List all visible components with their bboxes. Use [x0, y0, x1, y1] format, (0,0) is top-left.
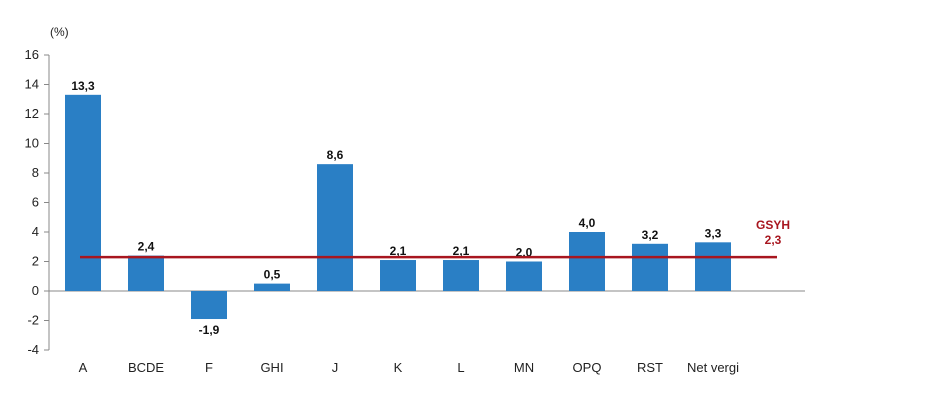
- category-label: OPQ: [573, 360, 602, 375]
- category-label: L: [457, 360, 464, 375]
- y-tick-label: 8: [32, 165, 39, 180]
- bar-mn: [506, 261, 542, 291]
- bar-rst: [632, 243, 668, 291]
- reference-line-value: 2,3: [765, 233, 782, 247]
- data-label: 2,1: [390, 244, 407, 258]
- category-label: BCDE: [128, 360, 164, 375]
- reference-line-name: GSYH: [756, 218, 790, 232]
- bar-l: [443, 260, 479, 291]
- y-tick-label: 14: [25, 77, 39, 92]
- bar-j: [317, 164, 353, 291]
- y-tick-label: 12: [25, 106, 39, 121]
- bars-group: [65, 94, 731, 320]
- data-label: 3,2: [642, 228, 659, 242]
- category-label: J: [332, 360, 339, 375]
- data-label: 4,0: [579, 216, 596, 230]
- bar-ghi: [254, 283, 290, 291]
- category-label: MN: [514, 360, 534, 375]
- category-label: F: [205, 360, 213, 375]
- bar-k: [380, 260, 416, 291]
- data-labels-group: 13,32,4-1,90,58,62,1 2,1 2,04,03,2 3,3: [71, 79, 721, 337]
- data-label: 0,5: [264, 268, 281, 282]
- bar-f: [191, 291, 227, 320]
- y-tick-label: -2: [27, 313, 39, 328]
- category-label: Net vergi: [687, 360, 739, 375]
- y-tick-label: 2: [32, 254, 39, 269]
- data-label: 2,1: [453, 244, 470, 258]
- data-label: -1,9: [199, 323, 220, 337]
- bar-net-vergi: [695, 242, 731, 291]
- category-label: GHI: [260, 360, 283, 375]
- data-label: 2,4: [138, 240, 155, 254]
- category-labels-group: A BCDE F GHI J K L MN OPQ RST Net vergi: [79, 360, 739, 375]
- y-tick-label: 10: [25, 136, 39, 151]
- data-label: 3,3: [705, 226, 722, 240]
- y-axis-ticks: -4 -2 0 2 4 6 8 10 12 14 16: [25, 47, 49, 357]
- bar-opq: [569, 232, 605, 291]
- category-label: RST: [637, 360, 663, 375]
- y-axis-unit-label: (%): [50, 25, 69, 39]
- data-label: 13,3: [71, 79, 95, 93]
- category-label: A: [79, 360, 88, 375]
- data-label: 8,6: [327, 148, 344, 162]
- y-tick-label: 0: [32, 283, 39, 298]
- y-tick-label: -4: [27, 342, 39, 357]
- bar-a: [65, 94, 101, 291]
- y-tick-label: 4: [32, 224, 39, 239]
- y-tick-label: 16: [25, 47, 39, 62]
- category-label: K: [394, 360, 403, 375]
- y-tick-label: 6: [32, 195, 39, 210]
- bar-bcde: [128, 255, 164, 291]
